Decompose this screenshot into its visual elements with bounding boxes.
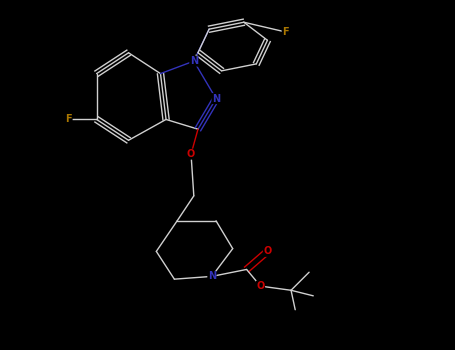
Text: N: N (208, 271, 216, 281)
Text: N: N (212, 93, 220, 104)
Text: O: O (263, 246, 272, 257)
Text: O: O (256, 281, 265, 291)
Text: O: O (187, 149, 195, 159)
Text: F: F (66, 114, 72, 125)
Text: N: N (190, 56, 198, 66)
Text: F: F (282, 27, 289, 37)
